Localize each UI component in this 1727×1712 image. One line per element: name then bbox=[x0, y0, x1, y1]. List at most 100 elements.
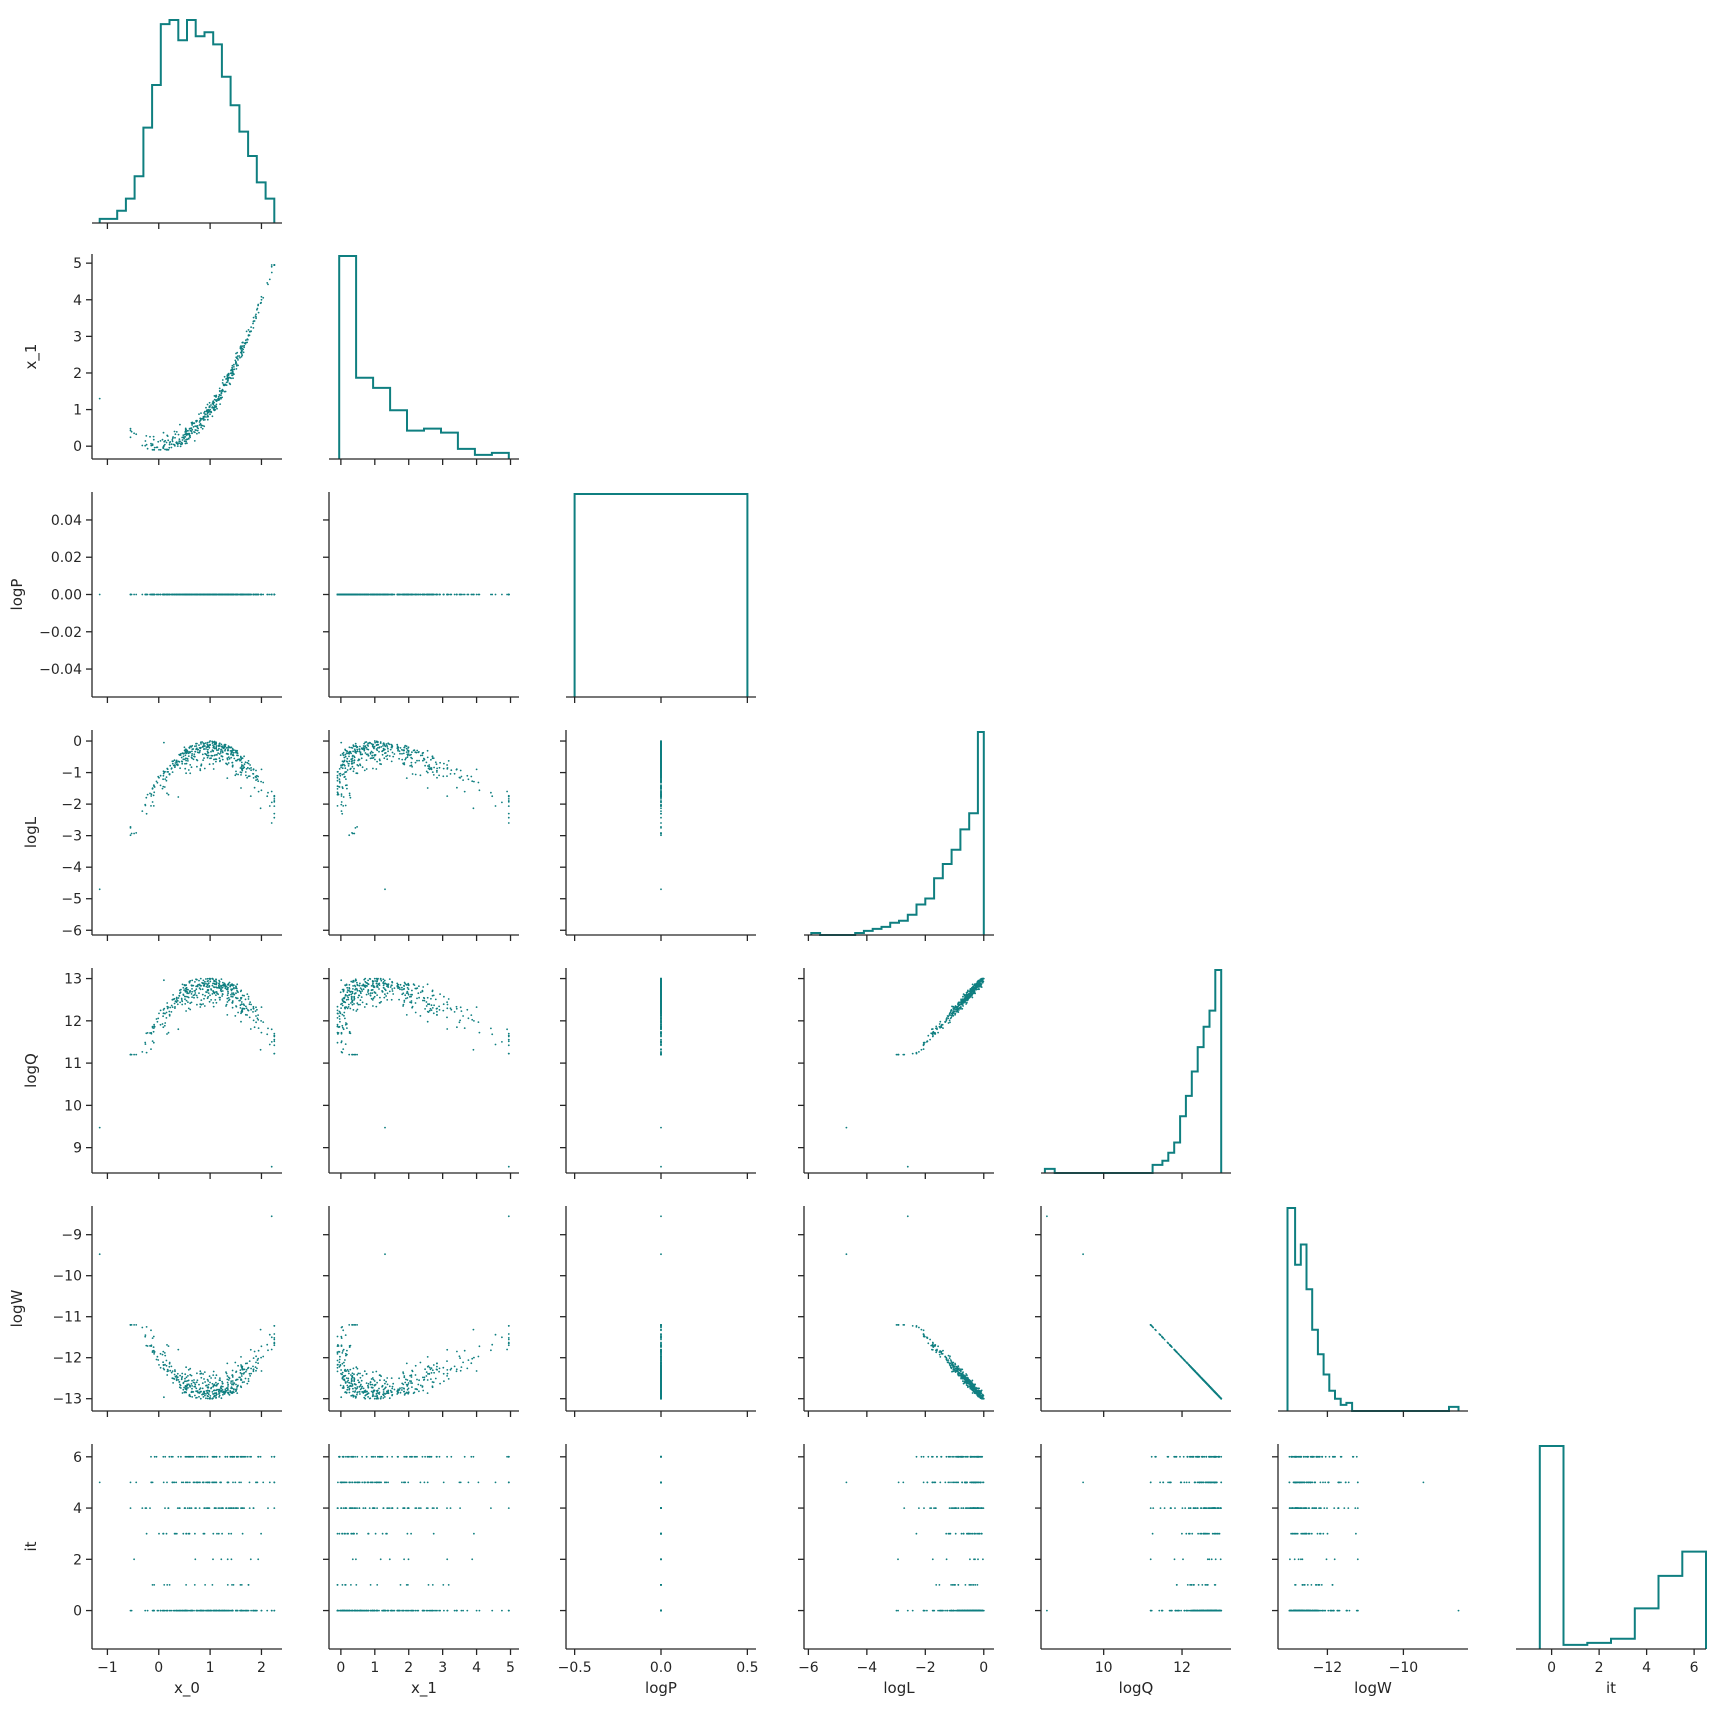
scatter-point bbox=[336, 791, 339, 794]
scatter-point bbox=[215, 1392, 217, 1395]
scatter-point bbox=[241, 1367, 244, 1369]
scatter-point bbox=[352, 1009, 355, 1011]
scatter-point bbox=[475, 593, 478, 596]
scatter-point bbox=[436, 769, 438, 772]
scatter-point bbox=[966, 991, 969, 994]
scatter-point bbox=[405, 984, 408, 986]
scatter-point bbox=[376, 749, 379, 752]
scatter-point bbox=[193, 440, 196, 442]
scatter-point bbox=[184, 1387, 187, 1390]
scatter-point bbox=[169, 441, 172, 443]
scatter-point bbox=[342, 1048, 345, 1050]
scatter-point bbox=[231, 370, 234, 373]
scatter-point bbox=[195, 985, 198, 988]
scatter-point bbox=[398, 998, 400, 1001]
scatter-point bbox=[373, 991, 376, 994]
scatter-point bbox=[398, 750, 401, 752]
scatter-point bbox=[186, 996, 189, 998]
scatter-point bbox=[159, 784, 162, 787]
scatter-point bbox=[243, 994, 246, 997]
scatter-point bbox=[219, 1379, 222, 1382]
y-tick-label: 0.00 bbox=[51, 588, 82, 604]
scatter-point bbox=[446, 768, 449, 770]
y-tick-label: −2 bbox=[61, 797, 82, 813]
scatter-point bbox=[418, 593, 420, 596]
scatter-point bbox=[198, 992, 200, 994]
scatter-point bbox=[341, 767, 344, 770]
scatter-point bbox=[364, 745, 367, 747]
scatter-point bbox=[405, 992, 408, 994]
y-tick-label: −12 bbox=[52, 1351, 82, 1367]
scatter-point bbox=[201, 1382, 204, 1384]
scatter-point bbox=[259, 1328, 262, 1331]
scatter-point bbox=[401, 986, 403, 989]
scatter-point bbox=[273, 795, 276, 798]
scatter-point bbox=[660, 759, 662, 762]
scatter-point bbox=[245, 1007, 248, 1010]
scatter-point bbox=[343, 759, 346, 762]
scatter-point bbox=[432, 593, 435, 596]
scatter-point bbox=[234, 987, 237, 989]
scatter-point bbox=[164, 1022, 167, 1024]
scatter-point bbox=[185, 434, 188, 436]
scatter-point bbox=[389, 748, 392, 751]
scatter-point bbox=[373, 747, 375, 750]
scatter-point bbox=[353, 1391, 356, 1393]
scatter-point bbox=[353, 999, 355, 1001]
scatter-point bbox=[227, 990, 229, 993]
scatter-point bbox=[163, 440, 166, 443]
scatter-point bbox=[336, 1012, 339, 1015]
scatter-point bbox=[381, 750, 383, 753]
scatter-point bbox=[234, 1388, 237, 1391]
scatter-point bbox=[182, 1388, 185, 1391]
scatter-point bbox=[507, 1338, 510, 1341]
scatter-point bbox=[230, 750, 233, 752]
scatter-point bbox=[230, 746, 233, 749]
scatter-point bbox=[222, 745, 224, 748]
scatter-point bbox=[178, 593, 181, 596]
scatter-point bbox=[432, 774, 435, 776]
scatter-point bbox=[98, 593, 101, 596]
scatter-point bbox=[386, 999, 389, 1001]
scatter-point bbox=[660, 778, 662, 781]
scatter-point bbox=[213, 406, 216, 409]
scatter-point bbox=[273, 1344, 276, 1347]
scatter-point bbox=[210, 750, 212, 753]
scatter-point bbox=[244, 998, 247, 1001]
scatter-point bbox=[162, 1012, 165, 1014]
scatter-point bbox=[419, 1015, 422, 1017]
scatter-point bbox=[371, 980, 374, 982]
scatter-point bbox=[449, 1007, 452, 1010]
scatter-point bbox=[338, 1025, 341, 1028]
scatter-point bbox=[220, 745, 223, 748]
scatter-point bbox=[255, 313, 257, 316]
scatter-point bbox=[243, 755, 246, 758]
scatter-point bbox=[348, 1372, 350, 1375]
scatter-point bbox=[948, 1019, 951, 1022]
scatter-point bbox=[965, 997, 968, 1000]
scatter-point bbox=[185, 593, 188, 596]
scatter-point bbox=[215, 753, 218, 756]
scatter-point bbox=[364, 593, 367, 596]
scatter-point bbox=[459, 769, 462, 772]
y-tick-label: 13 bbox=[64, 972, 82, 988]
scatter-point bbox=[359, 745, 361, 748]
scatter-point bbox=[971, 990, 973, 993]
scatter-point bbox=[936, 1028, 938, 1031]
scatter-point bbox=[194, 1383, 197, 1386]
scatter-point bbox=[418, 996, 420, 999]
scatter-point bbox=[242, 1003, 245, 1006]
scatter-point bbox=[193, 993, 196, 996]
y-axis-label-logP: logP bbox=[8, 579, 26, 611]
scatter-point bbox=[442, 1366, 445, 1369]
scatter-point bbox=[167, 793, 170, 796]
scatter-point bbox=[198, 1392, 201, 1394]
scatter-point bbox=[257, 1349, 260, 1352]
scatter-point bbox=[347, 998, 350, 1001]
scatter-point bbox=[942, 1027, 944, 1029]
scatter-point bbox=[201, 1393, 204, 1396]
scatter-point bbox=[432, 1364, 435, 1366]
scatter-point bbox=[432, 1012, 435, 1015]
scatter-point bbox=[897, 1053, 899, 1056]
